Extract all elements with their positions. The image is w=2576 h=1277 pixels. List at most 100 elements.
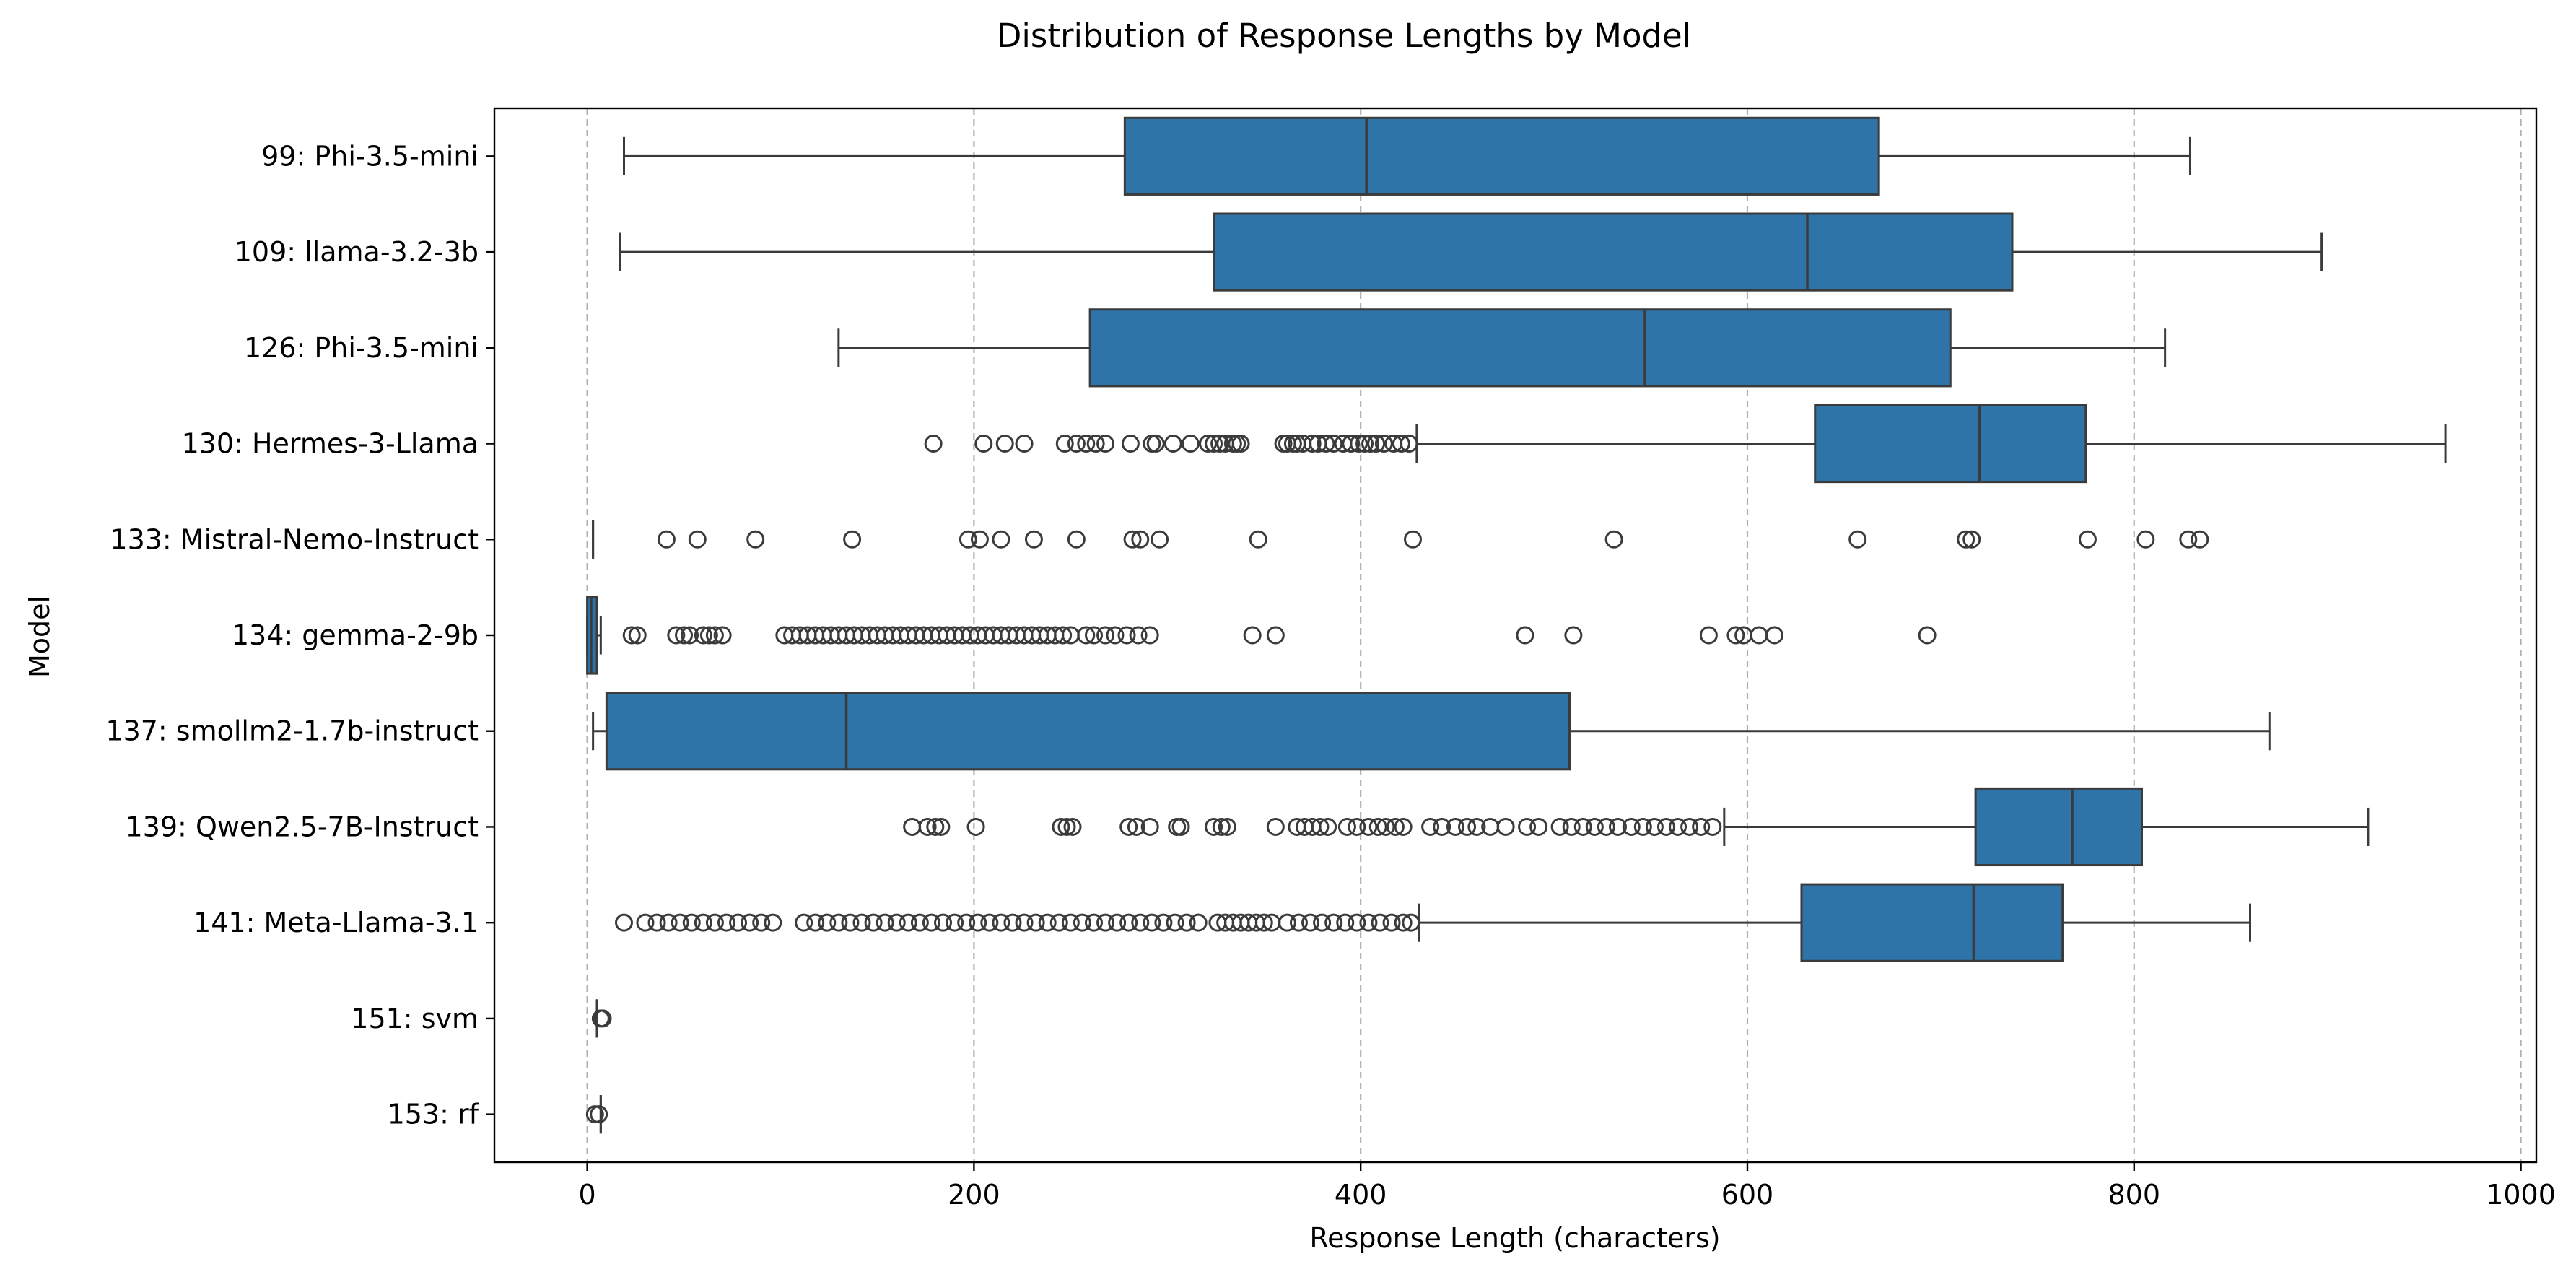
- model-box: [837, 308, 2167, 388]
- outlier-point: [593, 1009, 612, 1028]
- iqr-box: [1800, 883, 2064, 962]
- x-tick-label: 1000: [2486, 1179, 2556, 1211]
- outlier-point: [1680, 817, 1699, 836]
- outlier-point: [717, 913, 735, 932]
- outlier-point: [1301, 913, 1320, 932]
- outlier-point: [1374, 435, 1393, 453]
- outlier-point: [1564, 626, 1583, 645]
- outlier-point: [1163, 435, 1182, 453]
- outlier-point: [1848, 530, 1867, 549]
- model-box: [591, 999, 612, 1038]
- outlier-point: [1151, 530, 1169, 549]
- outlier-point: [590, 1105, 608, 1124]
- outlier-point: [1585, 817, 1604, 836]
- x-tick-label: 400: [1335, 1179, 1387, 1211]
- outlier-point: [1313, 913, 1332, 932]
- x-axis-ticks: 0 200 400 600 800 1000: [578, 1162, 2556, 1211]
- outlier-point: [647, 913, 666, 932]
- outlier-point: [667, 626, 686, 645]
- outlier-point: [1337, 817, 1356, 836]
- outlier-point: [1669, 817, 1688, 836]
- outlier-point: [1084, 913, 1103, 932]
- outlier-point: [1057, 817, 1076, 836]
- outlier-point: [1199, 435, 1218, 453]
- outlier-point: [1957, 530, 1975, 549]
- outlier-point: [924, 435, 943, 453]
- outlier-point: [1117, 626, 1136, 645]
- iqr-box: [1974, 787, 2143, 867]
- outlier-point: [694, 626, 712, 645]
- model-box: [585, 1095, 608, 1134]
- outlier-point: [659, 913, 678, 932]
- outlier-point: [1467, 817, 1486, 836]
- outlier-point: [1254, 913, 1273, 932]
- outlier-point: [1404, 530, 1423, 549]
- outlier-point: [682, 913, 701, 932]
- outlier-point: [614, 913, 633, 932]
- outlier-point: [1355, 435, 1374, 453]
- outlier-point: [681, 626, 699, 645]
- y-tick-label: 99: Phi-3.5-mini: [261, 140, 479, 172]
- outlier-point: [1348, 913, 1366, 932]
- outlier-point: [932, 817, 951, 836]
- y-tick-label: 153: rf: [388, 1099, 480, 1130]
- outlier-point: [903, 817, 922, 836]
- outlier-point: [1119, 913, 1138, 932]
- outlier-point: [1376, 817, 1395, 836]
- y-axis-label: Model: [24, 596, 56, 678]
- outlier-point: [628, 626, 647, 645]
- x-tick-label: 200: [948, 1179, 1000, 1211]
- outlier-point: [1168, 817, 1187, 836]
- outlier-point: [2136, 530, 2155, 549]
- outlier-point: [1218, 817, 1236, 836]
- outlier-point: [1765, 626, 1783, 645]
- outlier-point: [713, 626, 732, 645]
- outlier-point: [1154, 913, 1173, 932]
- outlier-point: [1096, 435, 1115, 453]
- outlier-point: [1228, 435, 1246, 453]
- outlier-point: [1249, 530, 1267, 549]
- outlier-point: [1324, 913, 1343, 932]
- outlier-point: [841, 913, 860, 932]
- outlier-point: [1608, 817, 1627, 836]
- outlier-point: [887, 913, 906, 932]
- outlier-point: [1633, 817, 1652, 836]
- outlier-point: [926, 817, 945, 836]
- outlier-point: [1127, 817, 1145, 836]
- outlier-point: [1143, 435, 1161, 453]
- outlier-point: [1181, 435, 1200, 453]
- outlier-point: [2191, 530, 2209, 549]
- outlier-point: [1140, 817, 1159, 836]
- iqr-box: [1123, 116, 1880, 196]
- outlier-point: [1359, 913, 1378, 932]
- outlier-point: [1177, 913, 1196, 932]
- outlier-point: [1096, 626, 1115, 645]
- model-box: [586, 596, 1937, 675]
- outlier-point: [1319, 817, 1337, 836]
- outlier-point: [1529, 817, 1548, 836]
- outlier-point: [1266, 817, 1285, 836]
- outlier-point: [688, 530, 707, 549]
- outlier-point: [1166, 913, 1184, 932]
- outlier-point: [1446, 817, 1464, 836]
- x-tick-label: 800: [2108, 1179, 2161, 1211]
- outlier-point: [1106, 626, 1125, 645]
- outlier-point: [1189, 913, 1208, 932]
- outlier-point: [1123, 530, 1142, 549]
- outlier-point: [1024, 530, 1043, 549]
- outlier-point: [699, 626, 718, 645]
- outlier-point: [1210, 435, 1229, 453]
- x-tick-label: 0: [578, 1179, 595, 1211]
- outlier-point: [694, 913, 712, 932]
- iqr-box: [1088, 308, 1952, 388]
- outlier-point: [1278, 913, 1296, 932]
- outlier-point: [1324, 435, 1343, 453]
- outlier-point: [671, 913, 689, 932]
- model-box: [592, 692, 2271, 771]
- outlier-point: [1171, 817, 1190, 836]
- outlier-point: [843, 530, 862, 549]
- outlier-point: [1361, 435, 1380, 453]
- outlier-point: [1026, 913, 1045, 932]
- outlier-point: [918, 817, 937, 836]
- outlier-point: [934, 913, 953, 932]
